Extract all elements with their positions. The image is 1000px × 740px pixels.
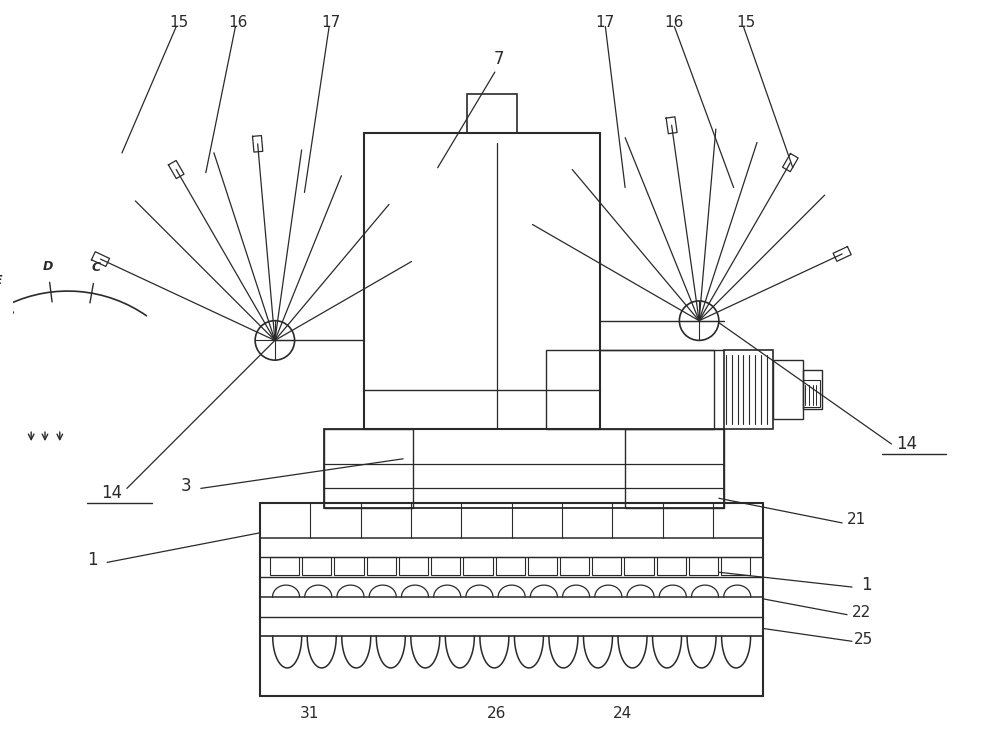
Text: 1: 1 xyxy=(861,576,872,594)
Bar xyxy=(721,557,750,575)
Text: 26: 26 xyxy=(487,706,507,721)
Text: 7: 7 xyxy=(494,50,504,68)
Bar xyxy=(803,370,822,409)
Bar xyxy=(560,557,589,575)
Bar xyxy=(803,380,820,408)
Text: 16: 16 xyxy=(665,16,684,30)
Text: 17: 17 xyxy=(321,16,341,30)
Bar xyxy=(528,557,557,575)
Bar xyxy=(364,133,600,429)
Bar xyxy=(399,557,428,575)
Bar xyxy=(367,557,396,575)
Text: 17: 17 xyxy=(596,16,615,30)
Text: 14: 14 xyxy=(896,435,917,453)
Bar xyxy=(324,429,413,508)
Bar xyxy=(689,557,718,575)
Bar xyxy=(270,557,299,575)
Bar xyxy=(657,557,686,575)
Bar xyxy=(724,350,773,429)
Text: 16: 16 xyxy=(229,16,248,30)
Text: 15: 15 xyxy=(170,16,189,30)
Text: 22: 22 xyxy=(852,605,872,620)
Bar xyxy=(773,360,803,420)
Bar xyxy=(496,557,525,575)
Text: 21: 21 xyxy=(847,513,867,528)
Text: 25: 25 xyxy=(854,632,873,647)
Text: 3: 3 xyxy=(181,477,191,495)
Bar xyxy=(302,557,331,575)
Bar xyxy=(624,557,654,575)
Text: 1: 1 xyxy=(87,551,98,569)
Text: 14: 14 xyxy=(102,484,123,502)
Bar xyxy=(431,557,460,575)
Text: 15: 15 xyxy=(736,16,755,30)
Bar xyxy=(334,557,364,575)
Bar xyxy=(467,94,517,133)
Text: E: E xyxy=(0,275,3,287)
Bar xyxy=(324,429,724,508)
Bar xyxy=(592,557,621,575)
Bar xyxy=(625,429,724,508)
Text: D: D xyxy=(43,260,53,273)
Text: C: C xyxy=(92,261,101,275)
Text: 24: 24 xyxy=(613,706,632,721)
Bar xyxy=(463,557,493,575)
Bar xyxy=(546,350,714,429)
Text: 31: 31 xyxy=(300,706,319,721)
